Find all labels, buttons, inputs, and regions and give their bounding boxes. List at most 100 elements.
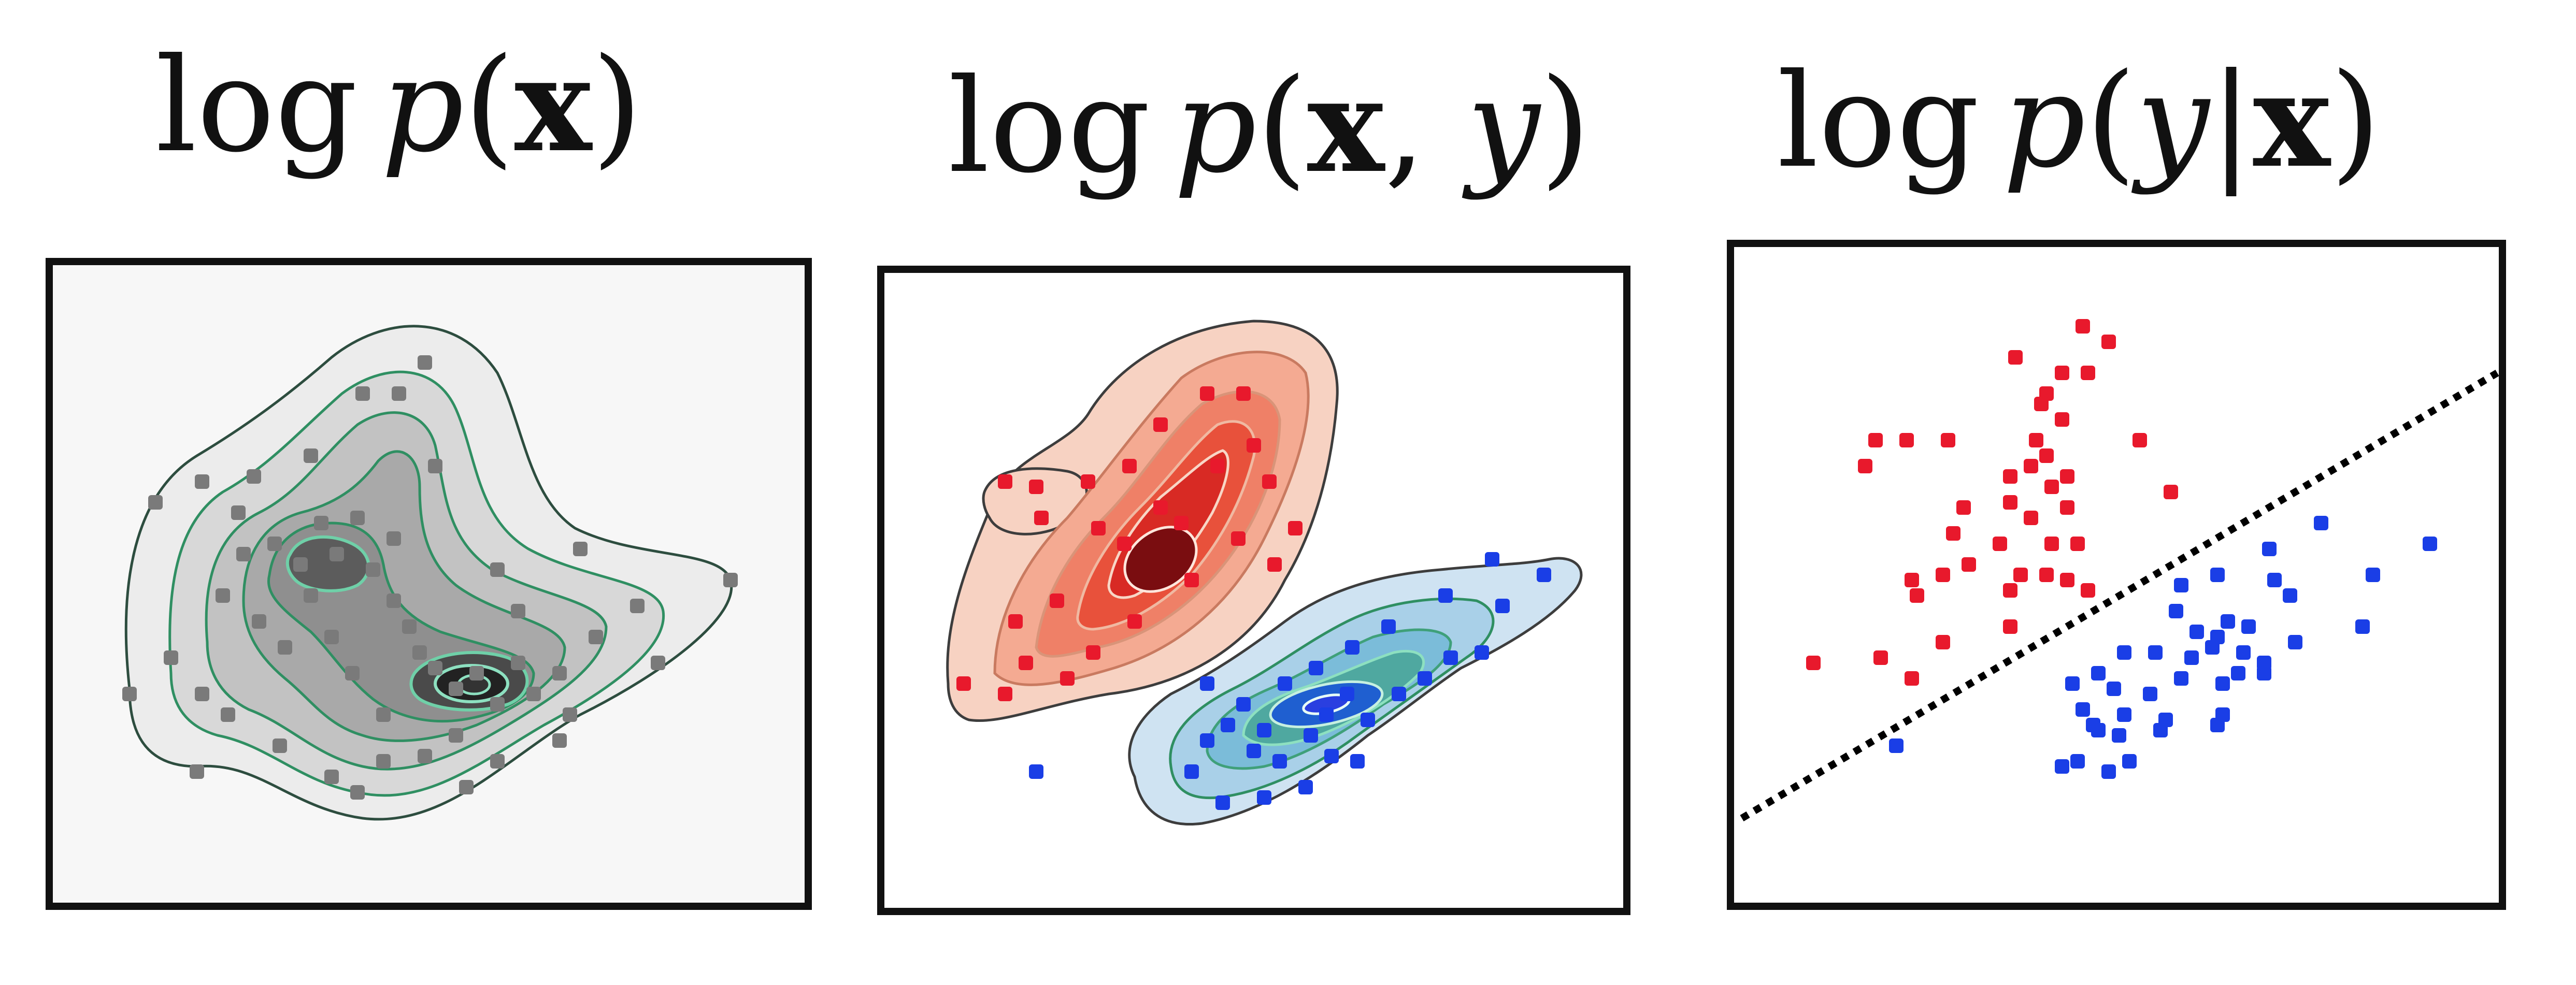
data-point [428,459,442,473]
data-point [366,562,380,577]
data-point-red [1231,531,1246,546]
data-point-blue [1029,764,1043,779]
data-point [355,386,370,401]
panel-marginal [46,258,812,910]
data-point-red [2076,319,2090,334]
data-point-red [1210,459,1225,473]
data-point-blue [1889,738,1904,753]
data-point-blue [1184,764,1199,779]
data-point [563,707,577,722]
data-point [589,630,603,644]
density-peak-left [285,535,370,592]
data-point-blue [2174,671,2188,686]
data-point-blue [2101,764,2116,779]
data-point [490,562,505,577]
data-point-blue [2215,676,2230,691]
data-point-blue [1257,723,1271,737]
data-point-blue [1475,645,1489,660]
data-point-blue [2091,666,2106,680]
data-point-blue [1215,795,1230,810]
title-marginal: log p(x) [155,28,642,181]
data-point [190,764,204,779]
data-point-red [1034,511,1049,525]
data-point-red [1288,521,1303,535]
data-point-red [1236,386,1251,401]
data-point [418,749,432,763]
data-point-red [2044,537,2059,551]
data-point [231,505,246,520]
data-point-red [1993,537,2007,551]
data-point-red [2024,459,2038,473]
data-point [247,469,261,484]
data-point-blue [1200,676,1214,691]
data-point [278,640,292,655]
data-point-red [2044,480,2059,494]
decision-boundary [1740,369,2499,822]
data-point-red [2060,469,2074,484]
data-point [324,630,339,644]
data-point [459,780,474,794]
data-point [164,650,178,665]
conditional-data-points [1806,319,2437,779]
data-point [252,614,266,629]
data-point-red [1060,671,1075,686]
data-point-blue [1257,790,1271,805]
joint-data-points [956,386,1551,810]
data-point-blue [2314,516,2328,530]
data-point-red [1936,635,1950,649]
data-point-blue [1438,588,1453,603]
data-point-red [1941,433,1955,447]
data-point-red [2164,485,2178,499]
title-conditional: log p(y|x) [1777,44,2381,196]
data-point-blue [2107,682,2121,696]
data-point-blue [1443,650,1458,665]
data-point [314,516,328,530]
panel-conditional [1727,240,2506,910]
data-point [387,531,401,546]
data-point [216,588,230,603]
data-point-red [1086,645,1100,660]
data-point-red [1910,588,1924,603]
data-point [418,355,432,370]
data-point-red [1858,459,1872,473]
data-point-blue [2143,687,2157,701]
data-point-red [1029,480,1043,494]
data-point [387,593,401,608]
data-point-red [2034,397,2049,411]
data-point-red [2039,448,2054,463]
data-point [376,754,391,769]
data-point-blue [1381,619,1396,634]
data-point-red [2003,469,2017,484]
data-point-blue [1272,754,1287,769]
data-point-red [2055,366,2069,380]
data-point-red [1806,656,1821,670]
data-point-red [1127,614,1142,629]
data-point-red [1905,671,1919,686]
data-point-blue [2236,645,2251,660]
data-point-red [1200,386,1214,401]
data-point-blue [1309,661,1323,675]
red-core [1123,526,1198,593]
data-point-blue [2153,723,2168,737]
data-point-blue [2257,666,2271,680]
data-point-red [2133,433,2147,447]
data-point [469,666,484,680]
data-point-red [2055,412,2069,427]
data-point-blue [1418,671,1432,686]
data-point-red [1091,521,1106,535]
data-point-blue [1485,552,1499,567]
data-point-blue [1345,640,1359,655]
marginal-density-contours [124,325,733,821]
data-point-red [2070,537,2085,551]
data-point-blue [2267,573,2282,587]
data-point-blue [2148,645,2163,660]
data-point-blue [2070,754,2085,769]
data-point-blue [2205,640,2220,655]
data-point-red [1962,557,1976,572]
data-point-blue [1278,676,1292,691]
data-point-red [1936,568,1950,582]
data-point-red [2081,583,2095,598]
data-point [573,542,588,556]
data-point-blue [1495,599,1510,613]
data-point-blue [1392,687,1406,701]
